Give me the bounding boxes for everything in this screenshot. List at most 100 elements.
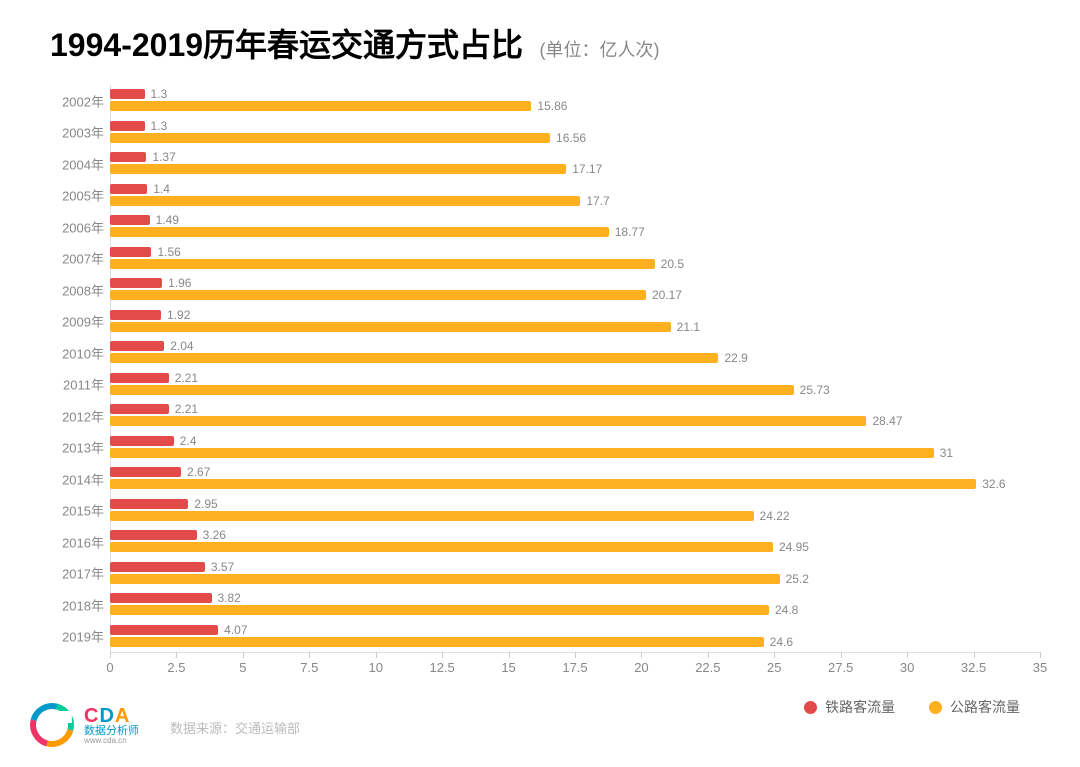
x-tick-label: 7.5 [300,660,318,675]
bar-value-rail: 2.21 [175,371,198,385]
bar-rail: 2.4 [110,436,174,446]
bar-road: 20.17 [110,290,646,300]
legend-item-rail: 铁路客流量 [804,697,895,717]
y-axis-label: 2017年 [48,564,104,583]
bar-value-rail: 1.56 [157,245,180,259]
x-tick [309,652,310,658]
legend-dot-rail [804,701,817,714]
logo-subtitle: 数据分析师 [84,726,139,737]
bar-value-rail: 3.82 [218,591,241,605]
bar-road: 25.73 [110,385,794,395]
y-axis-label: 2012年 [48,406,104,425]
bar-rail: 3.57 [110,562,205,572]
y-axis-label: 2019年 [48,627,104,646]
y-axis-label: 2006年 [48,217,104,236]
x-tick [774,652,775,658]
x-tick-label: 10 [368,660,382,675]
chart-row: 2004年1.3717.17 [110,148,1040,180]
x-tick [841,652,842,658]
bar-value-rail: 2.95 [194,497,217,511]
bar-rail: 1.49 [110,215,150,225]
logo-cda: CDA [84,706,139,726]
chart-row: 2013年2.431 [110,432,1040,464]
bar-value-road: 15.86 [537,99,567,113]
bar-value-road: 17.17 [572,162,602,176]
bar-road: 31 [110,448,934,458]
bar-value-rail: 1.37 [152,150,175,164]
bar-value-rail: 1.3 [151,119,168,133]
x-axis: 02.557.51012.51517.52022.52527.53032.535 [110,652,1040,680]
bar-road: 20.5 [110,259,655,269]
bar-road: 28.47 [110,416,866,426]
x-tick [376,652,377,658]
x-tick [641,652,642,658]
bar-value-road: 32.6 [982,477,1005,491]
chart-area: 2002年1.315.862003年1.316.562004年1.3717.17… [50,85,1040,680]
bar-rail: 1.96 [110,278,162,288]
y-axis-label: 2015年 [48,501,104,520]
logo: CDA 数据分析师 www.cda.cn [30,703,139,747]
bar-road: 24.22 [110,511,754,521]
chart-row: 2007年1.5620.5 [110,243,1040,275]
chart-rows: 2002年1.315.862003年1.316.562004年1.3717.17… [110,85,1040,652]
bar-value-rail: 2.04 [170,339,193,353]
bar-rail: 2.04 [110,341,164,351]
logo-text: CDA 数据分析师 www.cda.cn [84,706,139,745]
chart-row: 2009年1.9221.1 [110,306,1040,338]
bar-rail: 3.26 [110,530,197,540]
bar-value-rail: 1.4 [153,182,170,196]
x-tick-label: 15 [501,660,515,675]
bar-value-road: 18.77 [615,225,645,239]
x-tick-label: 17.5 [562,660,587,675]
bar-value-rail: 4.07 [224,623,247,637]
bar-road: 18.77 [110,227,609,237]
x-tick-label: 20 [634,660,648,675]
logo-url: www.cda.cn [84,737,139,745]
data-source: 数据来源：交通运输部 [170,718,300,737]
x-tick [442,652,443,658]
y-axis-label: 2011年 [48,375,104,394]
y-axis-label: 2002年 [48,91,104,110]
x-tick-label: 32.5 [961,660,986,675]
legend-item-road: 公路客流量 [929,697,1020,717]
bar-rail: 1.92 [110,310,161,320]
x-tick [575,652,576,658]
bar-rail: 2.95 [110,499,188,509]
chart-row: 2014年2.6732.6 [110,463,1040,495]
x-tick [509,652,510,658]
chart-row: 2005年1.417.7 [110,180,1040,212]
bar-value-rail: 2.67 [187,465,210,479]
bar-road: 16.56 [110,133,550,143]
bar-road: 24.8 [110,605,769,615]
bar-value-road: 17.7 [586,194,609,208]
bar-rail: 1.37 [110,152,146,162]
x-tick-label: 22.5 [695,660,720,675]
bar-value-road: 28.47 [872,414,902,428]
x-tick-label: 2.5 [167,660,185,675]
x-tick [708,652,709,658]
bar-value-road: 16.56 [556,131,586,145]
y-axis-label: 2005年 [48,186,104,205]
y-axis-label: 2013年 [48,438,104,457]
chart-row: 2010年2.0422.9 [110,337,1040,369]
logo-icon [22,695,82,755]
title-row: 1994-2019历年春运交通方式占比 (单位：亿人次) [50,20,660,66]
chart-title: 1994-2019历年春运交通方式占比 [50,27,523,63]
chart-row: 2003年1.316.56 [110,117,1040,149]
y-axis-label: 2014年 [48,469,104,488]
x-tick [907,652,908,658]
bar-value-rail: 1.96 [168,276,191,290]
x-tick-label: 0 [106,660,113,675]
bar-road: 25.2 [110,574,780,584]
bar-value-road: 20.5 [661,257,684,271]
bar-road: 24.95 [110,542,773,552]
legend-dot-road [929,701,942,714]
bar-value-road: 31 [940,446,953,460]
bar-value-rail: 1.92 [167,308,190,322]
bar-road: 17.7 [110,196,580,206]
legend-label-road: 公路客流量 [950,697,1020,717]
y-axis-label: 2003年 [48,123,104,142]
bar-value-road: 25.2 [786,572,809,586]
y-axis-label: 2007年 [48,249,104,268]
bar-rail: 2.67 [110,467,181,477]
